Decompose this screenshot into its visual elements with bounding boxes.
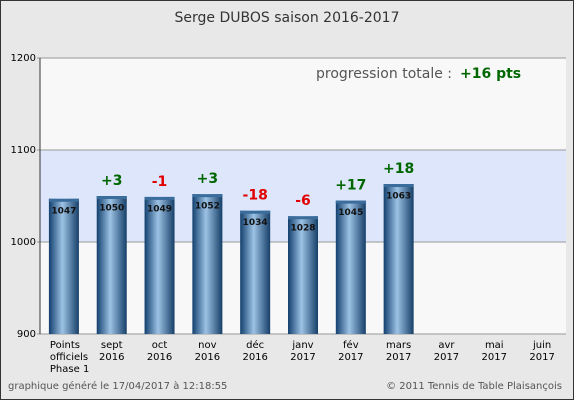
bar-top xyxy=(48,198,79,202)
bar-top xyxy=(96,196,127,199)
bar-top xyxy=(383,184,414,188)
bar-top xyxy=(192,194,223,198)
x-tick-label: juin xyxy=(532,340,551,351)
bar xyxy=(48,198,79,334)
value-label: 1052 xyxy=(195,202,220,212)
change-label: -18 xyxy=(243,188,268,204)
x-tick-label: mai xyxy=(485,340,504,351)
x-tick-label: avr xyxy=(438,340,455,351)
x-tick-label: 2016 xyxy=(195,352,220,363)
bar xyxy=(144,196,175,334)
x-tick-label: Points xyxy=(50,340,80,351)
y-tick-label: 900 xyxy=(17,329,36,340)
value-label: 1047 xyxy=(51,206,76,216)
x-tick-label: janv xyxy=(291,340,313,351)
value-label: 1049 xyxy=(147,204,172,214)
value-label: 1063 xyxy=(386,192,411,202)
x-tick-label: 2017 xyxy=(338,352,363,363)
y-tick-label: 1200 xyxy=(11,53,36,64)
y-tick-label: 1000 xyxy=(11,237,36,248)
x-tick-label: 2017 xyxy=(434,352,459,363)
change-label: -1 xyxy=(152,174,168,190)
change-label: +3 xyxy=(101,173,122,189)
x-tick-label: 2017 xyxy=(482,352,507,363)
footer-left: graphique généré le 17/04/2017 à 12:18:5… xyxy=(8,380,227,392)
x-tick-label: 2016 xyxy=(99,352,124,363)
x-tick-label: oct xyxy=(152,340,168,351)
x-tick-label: mars xyxy=(386,340,411,351)
bar xyxy=(192,194,223,334)
footer-right: © 2011 Tennis de Table Plaisançois xyxy=(386,381,562,392)
annotation: progression totale : xyxy=(316,66,452,82)
change-label: +3 xyxy=(197,171,218,187)
change-label: -6 xyxy=(295,193,311,209)
bar-top xyxy=(240,210,271,214)
change-label: +17 xyxy=(335,178,366,194)
x-tick-label: sept xyxy=(101,340,123,351)
change-label: +18 xyxy=(383,161,414,177)
value-label: 1045 xyxy=(338,208,363,218)
bar xyxy=(288,216,318,334)
x-tick-label: officiels xyxy=(50,352,88,363)
x-tick-label: 2017 xyxy=(290,352,315,363)
x-tick-label: 2017 xyxy=(386,352,411,363)
x-tick-label: 2016 xyxy=(242,352,267,363)
bar-top xyxy=(288,216,318,220)
bar xyxy=(383,184,414,334)
bar xyxy=(335,200,366,334)
value-label: 1034 xyxy=(243,218,268,228)
bar-top xyxy=(335,200,366,204)
x-tick-label: 2016 xyxy=(147,352,172,363)
x-tick-label: 2017 xyxy=(529,352,554,363)
bar xyxy=(240,210,271,334)
value-label: 1050 xyxy=(99,204,124,214)
annotation-value: +16 pts xyxy=(460,66,521,82)
y-tick-label: 1100 xyxy=(11,145,36,156)
chart-title: Serge DUBOS saison 2016-2017 xyxy=(175,10,400,26)
bar xyxy=(96,196,127,334)
x-tick-label: déc xyxy=(246,339,264,351)
x-tick-label: fév xyxy=(343,339,359,351)
x-tick-label: Phase 1 xyxy=(50,364,89,375)
x-tick-label: nov xyxy=(198,340,216,351)
value-label: 1028 xyxy=(290,224,315,234)
bar-top xyxy=(144,196,175,200)
